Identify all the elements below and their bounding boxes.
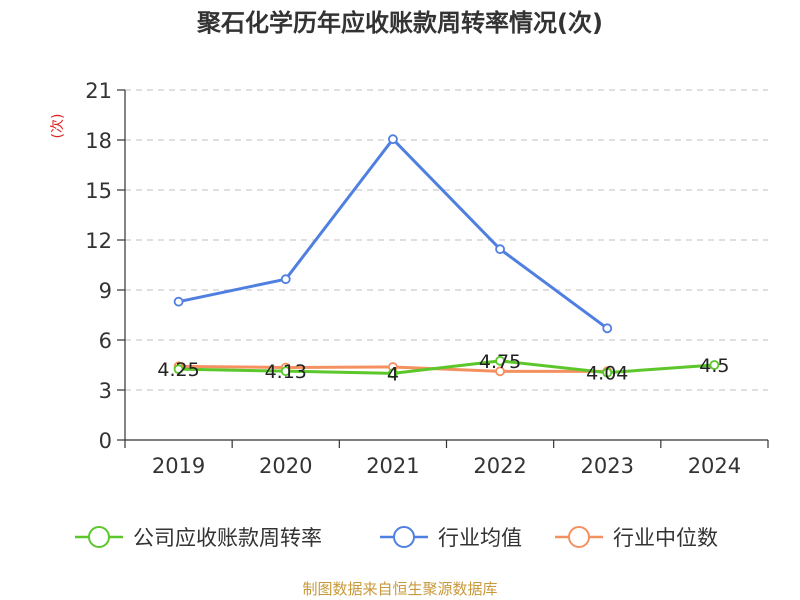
x-tick-label: 2021 xyxy=(366,454,419,478)
y-tick-label: 18 xyxy=(85,129,112,153)
series-group xyxy=(173,134,720,379)
data-point xyxy=(173,364,184,375)
x-tick-label: 2023 xyxy=(581,454,634,478)
data-point xyxy=(388,134,398,145)
y-tick-label: 15 xyxy=(85,179,112,203)
data-point xyxy=(602,323,613,334)
data-point xyxy=(388,368,398,379)
chart-title: 聚石化学历年应收账款周转率情况(次) xyxy=(196,9,603,37)
data-point xyxy=(495,355,505,366)
data-label: 4.25 xyxy=(157,359,199,381)
source-note: 制图数据来自恒生聚源数据库 xyxy=(302,580,497,598)
y-tick-label: 3 xyxy=(99,379,112,403)
data-labels: 4.25 4.13 4 4.75 4.04 4.5 xyxy=(157,351,729,386)
data-point xyxy=(280,274,291,285)
legend-marker xyxy=(88,526,110,548)
y-tick-label: 6 xyxy=(99,329,112,353)
y-tick-label: 12 xyxy=(85,229,112,253)
y-tick-label: 21 xyxy=(85,79,112,103)
x-tick-label: 2024 xyxy=(688,454,741,478)
x-tick-label: 2020 xyxy=(259,454,312,478)
data-point xyxy=(495,366,505,377)
data-label: 4.04 xyxy=(586,363,628,385)
y-tick-label: 0 xyxy=(99,429,112,453)
legend-marker xyxy=(568,526,590,548)
y-axis-label: (次) xyxy=(50,114,66,139)
y-tick-label: 9 xyxy=(99,279,112,303)
legend-label: 公司应收账款周转率 xyxy=(133,526,322,550)
data-label: 4.75 xyxy=(479,351,521,373)
data-label: 4.13 xyxy=(265,361,307,383)
series-line xyxy=(178,359,715,375)
series-line xyxy=(178,137,609,330)
x-tick-label: 2022 xyxy=(473,454,526,478)
data-point xyxy=(280,366,291,377)
legend[interactable]: 公司应收账款周转率 行业均值 行业中位数 xyxy=(75,526,718,550)
data-label: 4 xyxy=(387,363,399,385)
x-tick-label: 2019 xyxy=(152,454,205,478)
data-point xyxy=(495,244,505,255)
legend-marker xyxy=(393,526,415,548)
data-point xyxy=(173,296,184,307)
data-point xyxy=(709,360,720,370)
legend-label: 行业均值 xyxy=(438,526,522,550)
data-point xyxy=(602,367,613,378)
axes: 0 3 6 9 12 15 18 21 2019 2020 2021 2022 2023 2024 xyxy=(85,79,769,478)
legend-label: 行业中位数 xyxy=(613,526,718,550)
grid xyxy=(125,89,768,391)
data-label: 4.5 xyxy=(699,355,729,377)
